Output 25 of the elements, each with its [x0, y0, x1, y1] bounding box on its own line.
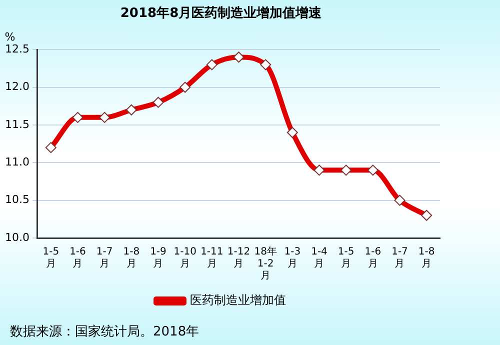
x-tick-label: 1-10 月 [174, 246, 196, 270]
x-tick-label: 1-5 月 [42, 246, 60, 270]
x-tick-label: 1-5 月 [338, 246, 354, 270]
x-tick-label: 18年 1-2 月 [254, 246, 277, 282]
y-tick-label: 10.5 [4, 193, 30, 206]
legend-label: 医药制造业增加值 [190, 293, 286, 308]
x-tick-label: 1-6 月 [364, 246, 382, 270]
y-tick-label: 11.0 [4, 156, 30, 168]
x-tick-label: 1-4 月 [311, 246, 328, 270]
x-tick-label: 1-7 月 [392, 246, 408, 270]
x-tick-label: 1-11 月 [200, 246, 224, 270]
chart-title: 2018年8月医药制造业增加值增速 [120, 5, 323, 22]
x-tick-label: 1-6 月 [70, 246, 86, 270]
x-tick-label: 1-8 月 [418, 246, 435, 270]
y-axis-title: % [4, 30, 16, 44]
x-tick-label: 1-3 月 [284, 246, 301, 270]
y-tick-label: 11.5 [4, 118, 30, 131]
y-tick-label: 10.0 [4, 230, 30, 244]
x-tick-label: 1-8 月 [123, 246, 140, 270]
x-tick-label: 1-7 月 [96, 246, 113, 270]
y-tick-label: 12.0 [4, 80, 30, 94]
source-note: 数据来源：国家统计局。2018年 [10, 323, 200, 340]
x-tick-label: 1-9 月 [150, 246, 166, 270]
x-tick-label: 1-12 月 [227, 246, 250, 270]
y-tick-label: 12.5 [4, 42, 30, 56]
